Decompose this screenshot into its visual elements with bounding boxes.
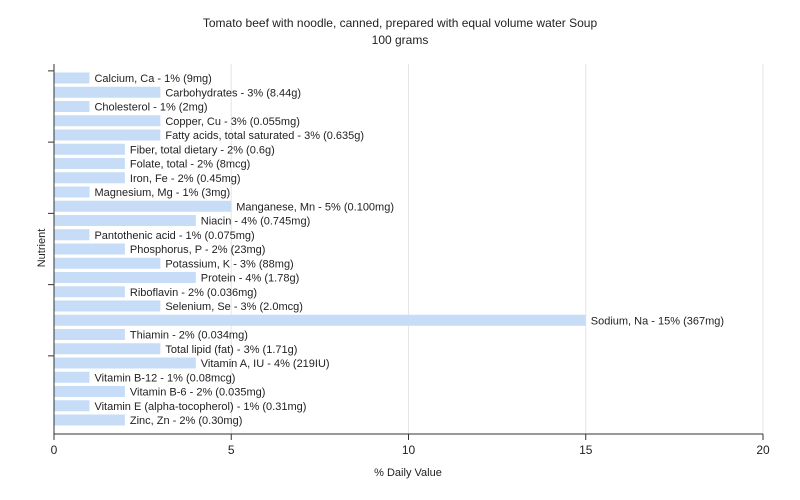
bar-label-10: Niacin - 4% (0.745mg) (201, 216, 310, 228)
bar-label-13: Potassium, K - 3% (88mg) (165, 258, 293, 270)
bar-16 (54, 300, 161, 312)
x-tick-label-3: 15 (579, 443, 593, 457)
bars-group: Calcium, Ca - 1% (9mg) Carbohydrates - 3%… (54, 72, 724, 427)
bar-18 (54, 329, 125, 340)
bar-4 (54, 129, 161, 141)
bar-label-7: Iron, Fe - 2% (0.45mg) (130, 173, 241, 185)
bar-19 (54, 343, 161, 355)
bar-label-12: Phosphorus, P - 2% (23mg) (130, 244, 266, 256)
bar-11 (54, 229, 90, 241)
chart-subtitle: 100 grams (372, 33, 429, 47)
bar-label-23: Vitamin E (alpha-tocopherol) - 1% (0.31m… (94, 401, 306, 413)
bar-label-22: Vitamin B-6 - 2% (0.035mg) (130, 387, 266, 399)
bar-label-6: Folate, total - 2% (8mcg) (130, 159, 250, 171)
bar-10 (54, 215, 196, 226)
bar-3 (54, 115, 161, 127)
bar-15 (54, 286, 125, 298)
bar-label-15: Riboflavin - 2% (0.036mg) (130, 287, 257, 299)
bar-label-24: Zinc, Zn - 2% (0.30mg) (130, 415, 242, 427)
bar-23 (54, 400, 90, 412)
bar-1 (54, 86, 161, 98)
y-axis-label: Nutrient (36, 229, 48, 268)
bar-label-18: Thiamin - 2% (0.034mg) (130, 330, 248, 342)
bar-14 (54, 272, 196, 283)
bar-label-14: Protein - 4% (1.78g) (201, 273, 299, 285)
bar-label-3: Copper, Cu - 3% (0.055mg) (165, 116, 300, 128)
x-tick-label-2: 10 (402, 443, 416, 457)
bar-label-0: Calcium, Ca - 1% (9mg) (94, 73, 211, 85)
x-axis-label: % Daily Value (374, 467, 442, 479)
bar-7 (54, 172, 125, 184)
bar-label-21: Vitamin B-12 - 1% (0.08mcg) (94, 372, 235, 384)
bar-label-5: Fiber, total dietary - 2% (0.6g) (130, 144, 275, 156)
bar-8 (54, 186, 90, 198)
bar-0 (54, 72, 90, 84)
bar-label-1: Carbohydrates - 3% (8.44g) (165, 87, 301, 99)
bar-label-8: Magnesium, Mg - 1% (3mg) (94, 187, 230, 199)
axes-group: 0 5 10 15 20 (48, 64, 770, 457)
bar-22 (54, 386, 125, 397)
chart-title: Tomato beef with noodle, canned, prepare… (203, 16, 598, 30)
bar-12 (54, 243, 125, 255)
bar-17 (54, 314, 586, 326)
bar-20 (54, 357, 196, 369)
bar-13 (54, 257, 161, 269)
bar-label-19: Total lipid (fat) - 3% (1.71g) (165, 344, 297, 356)
bar-5 (54, 143, 125, 155)
x-tick-label-0: 0 (51, 443, 58, 457)
bar-9 (54, 200, 232, 212)
bar-label-4: Fatty acids, total saturated - 3% (0.635… (165, 130, 364, 142)
bar-label-16: Selenium, Se - 3% (2.0mcg) (165, 301, 303, 313)
bar-label-17: Sodium, Na - 15% (367mg) (591, 315, 724, 327)
x-tick-label-1: 5 (228, 443, 235, 457)
bar-24 (54, 414, 125, 426)
x-tick-label-4: 20 (756, 443, 770, 457)
bar-label-11: Pantothenic acid - 1% (0.075mg) (94, 230, 254, 242)
bar-6 (54, 158, 125, 169)
bar-label-9: Manganese, Mn - 5% (0.100mg) (236, 201, 394, 213)
bar-2 (54, 101, 90, 112)
grid-lines (230, 64, 764, 434)
bar-21 (54, 371, 90, 383)
bar-label-20: Vitamin A, IU - 4% (219IU) (201, 358, 330, 370)
bar-label-2: Cholesterol - 1% (2mg) (94, 102, 207, 114)
